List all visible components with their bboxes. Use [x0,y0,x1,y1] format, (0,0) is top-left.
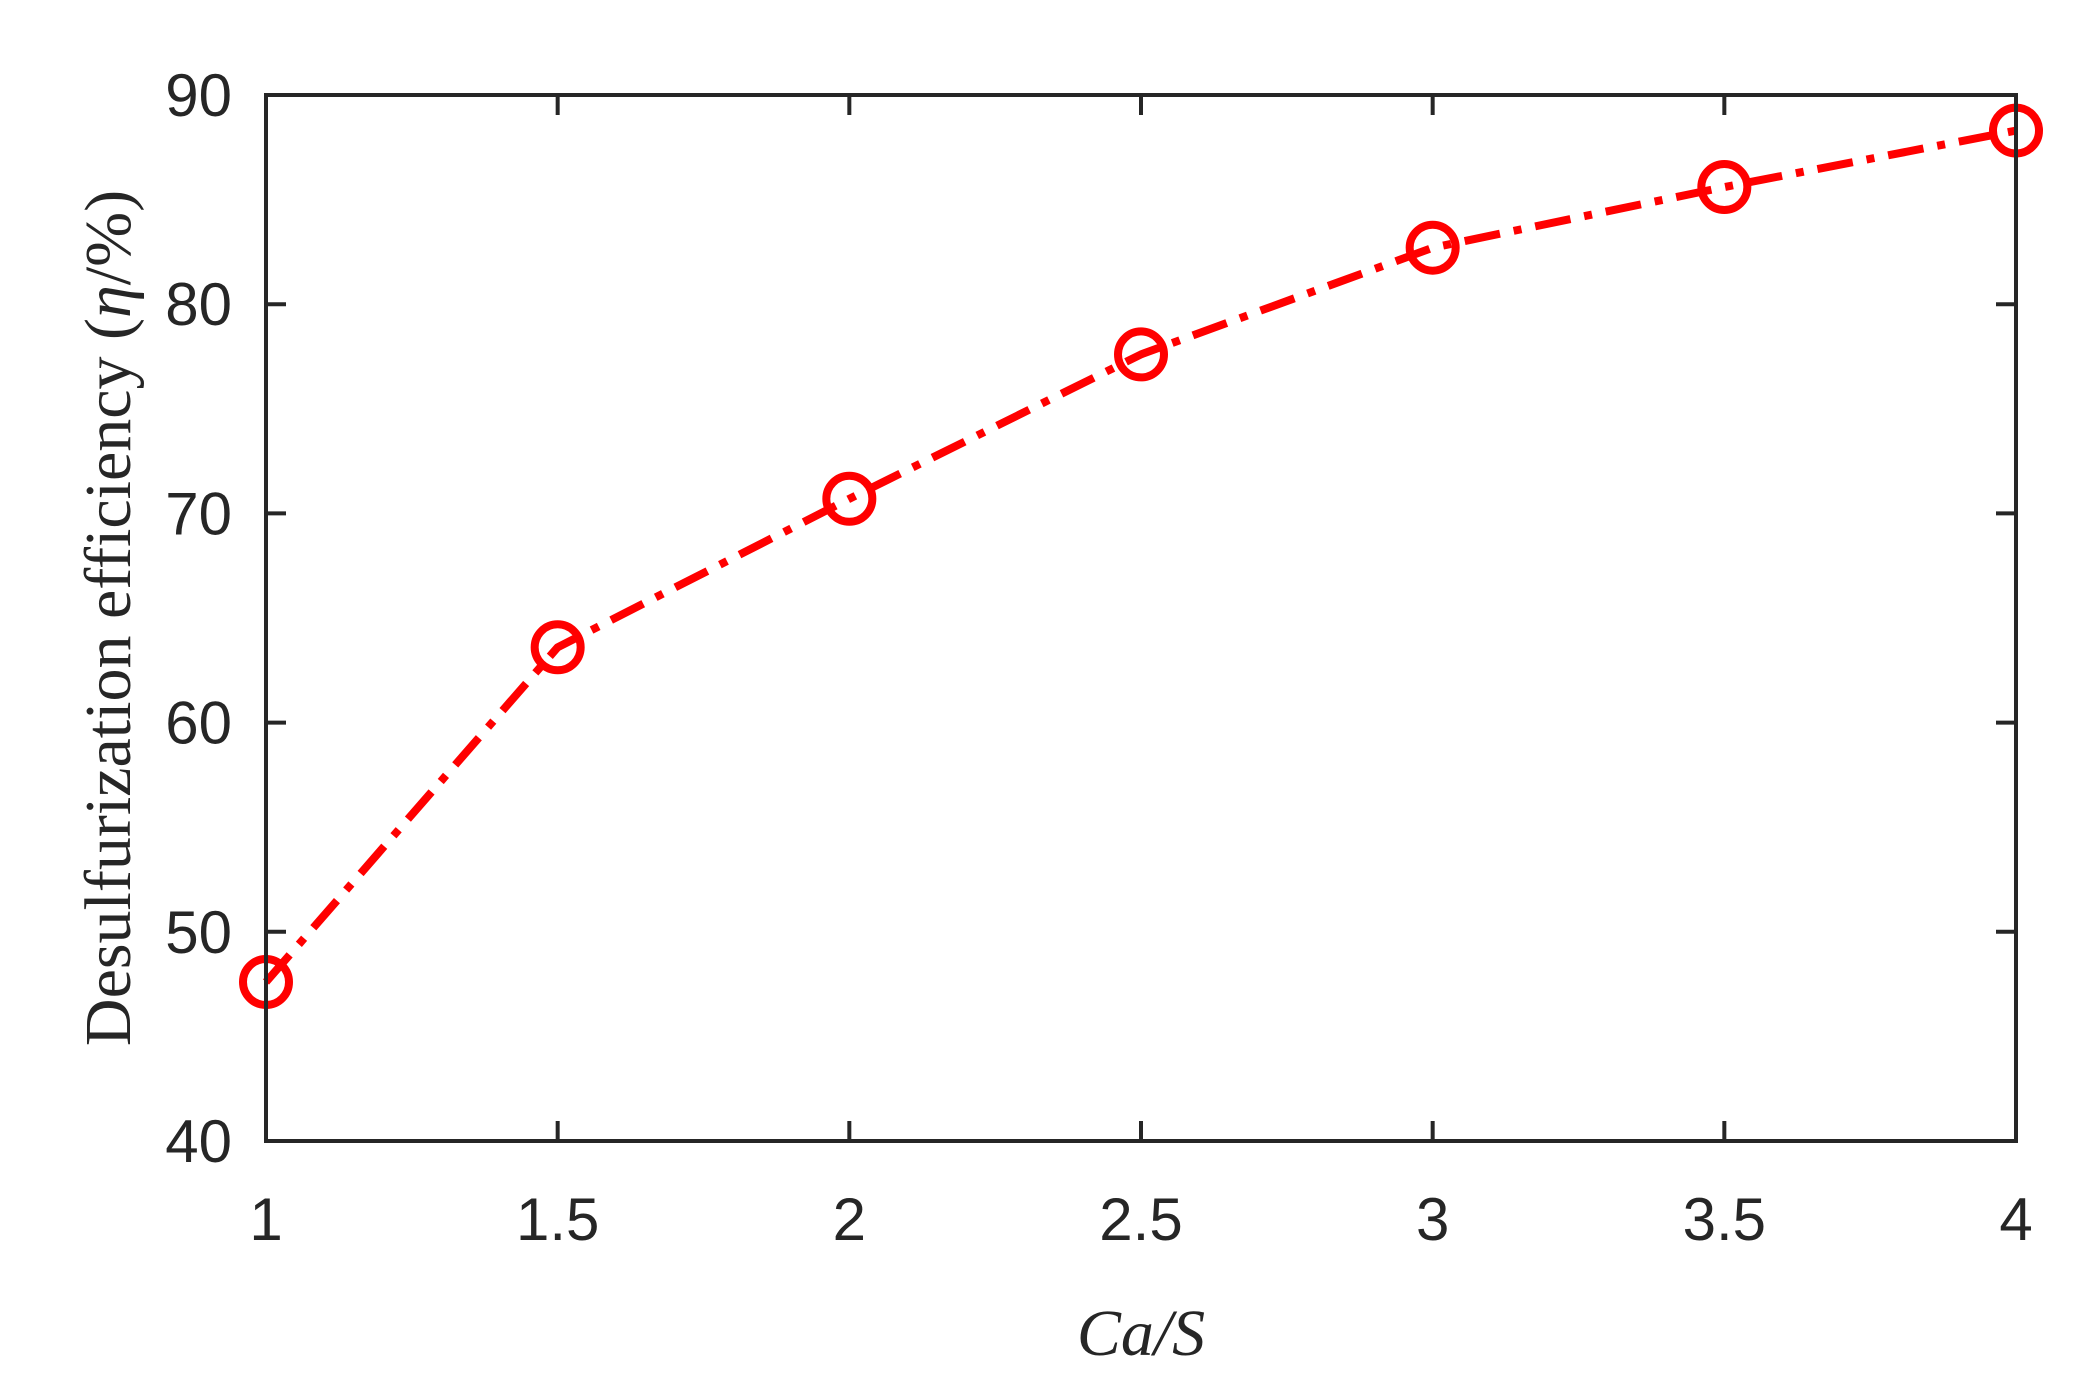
ticks-layer [264,93,2018,1143]
y-tick-label: 80 [165,271,232,338]
data-point-marker [1114,327,1168,382]
y-axis-title-symbol: η [72,285,145,318]
x-tick-label: 3.5 [1683,1186,1766,1253]
y-axis-title-prefix: Desulfurization efficiency ( [72,318,145,1046]
x-tick-label: 2 [833,1186,866,1253]
y-axis-title-suffix: /%) [72,190,145,285]
y-tick-label: 50 [165,899,232,966]
data-point-marker [1405,220,1460,275]
y-tick-label: 60 [165,690,232,757]
x-axis-title: Ca/S [1077,1297,1205,1370]
x-tick-label: 2.5 [1099,1186,1182,1253]
series-layer [239,103,2043,1010]
tick-labels-layer: 1 1.5 2 2.5 3 3.5 4 40 50 60 70 80 90 [165,62,2032,1253]
x-tick-label: 1 [249,1186,282,1253]
x-tick-label: 3 [1416,1186,1449,1253]
y-axis-title: Desulfurization efficiency (η/%) [72,190,145,1046]
plot-frame [264,93,2018,1143]
data-point-marker [1697,160,1752,215]
data-point-marker [530,620,585,675]
x-tick-label: 4 [1999,1186,2032,1253]
series-line [262,126,2017,985]
y-tick-label: 70 [165,480,232,547]
x-tick-label: 1.5 [516,1186,599,1253]
y-tick-label: 40 [165,1108,232,1175]
y-tick-label: 90 [165,62,232,129]
data-point-marker [822,471,877,526]
